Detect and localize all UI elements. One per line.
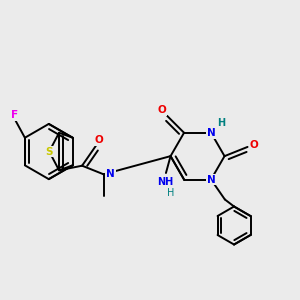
Text: N: N xyxy=(207,128,215,138)
Text: F: F xyxy=(11,110,18,120)
Text: O: O xyxy=(250,140,259,150)
Text: N: N xyxy=(207,175,215,184)
Text: H: H xyxy=(217,118,225,128)
Text: NH: NH xyxy=(157,177,173,187)
Text: N: N xyxy=(106,169,115,179)
Text: H: H xyxy=(167,188,175,198)
Text: O: O xyxy=(157,105,166,116)
Text: O: O xyxy=(94,135,103,145)
Text: S: S xyxy=(46,146,53,157)
